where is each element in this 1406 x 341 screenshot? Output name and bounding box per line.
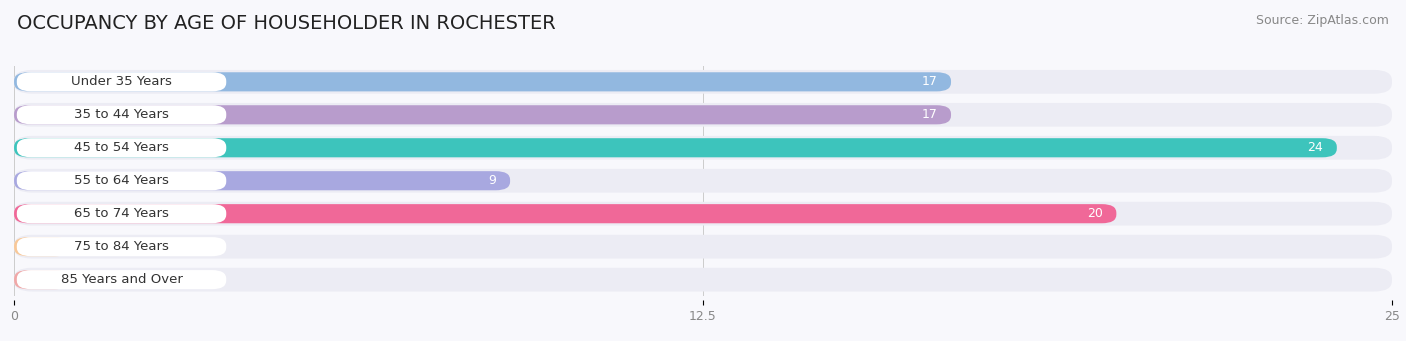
Text: 45 to 54 Years: 45 to 54 Years <box>75 141 169 154</box>
Text: 20: 20 <box>1087 207 1102 220</box>
FancyBboxPatch shape <box>14 171 510 190</box>
FancyBboxPatch shape <box>14 169 1392 193</box>
Text: 9: 9 <box>488 174 496 187</box>
FancyBboxPatch shape <box>14 103 1392 127</box>
Text: 1: 1 <box>83 240 91 253</box>
Text: 17: 17 <box>921 75 938 88</box>
FancyBboxPatch shape <box>14 72 950 91</box>
FancyBboxPatch shape <box>14 270 69 289</box>
Text: 1: 1 <box>83 273 91 286</box>
Text: Source: ZipAtlas.com: Source: ZipAtlas.com <box>1256 14 1389 27</box>
FancyBboxPatch shape <box>17 270 226 289</box>
FancyBboxPatch shape <box>14 204 1116 223</box>
Text: 35 to 44 Years: 35 to 44 Years <box>75 108 169 121</box>
Text: 85 Years and Over: 85 Years and Over <box>60 273 183 286</box>
FancyBboxPatch shape <box>14 105 950 124</box>
FancyBboxPatch shape <box>14 202 1392 225</box>
FancyBboxPatch shape <box>17 237 226 256</box>
Text: 17: 17 <box>921 108 938 121</box>
Text: 75 to 84 Years: 75 to 84 Years <box>75 240 169 253</box>
FancyBboxPatch shape <box>17 72 226 91</box>
FancyBboxPatch shape <box>17 138 226 157</box>
Text: 65 to 74 Years: 65 to 74 Years <box>75 207 169 220</box>
FancyBboxPatch shape <box>17 105 226 124</box>
Text: OCCUPANCY BY AGE OF HOUSEHOLDER IN ROCHESTER: OCCUPANCY BY AGE OF HOUSEHOLDER IN ROCHE… <box>17 14 555 33</box>
FancyBboxPatch shape <box>14 268 1392 292</box>
FancyBboxPatch shape <box>17 171 226 190</box>
Text: Under 35 Years: Under 35 Years <box>72 75 172 88</box>
Text: 55 to 64 Years: 55 to 64 Years <box>75 174 169 187</box>
Text: 24: 24 <box>1308 141 1323 154</box>
FancyBboxPatch shape <box>14 70 1392 94</box>
FancyBboxPatch shape <box>14 138 1337 157</box>
FancyBboxPatch shape <box>14 235 1392 258</box>
FancyBboxPatch shape <box>14 237 69 256</box>
FancyBboxPatch shape <box>17 204 226 223</box>
FancyBboxPatch shape <box>14 136 1392 160</box>
